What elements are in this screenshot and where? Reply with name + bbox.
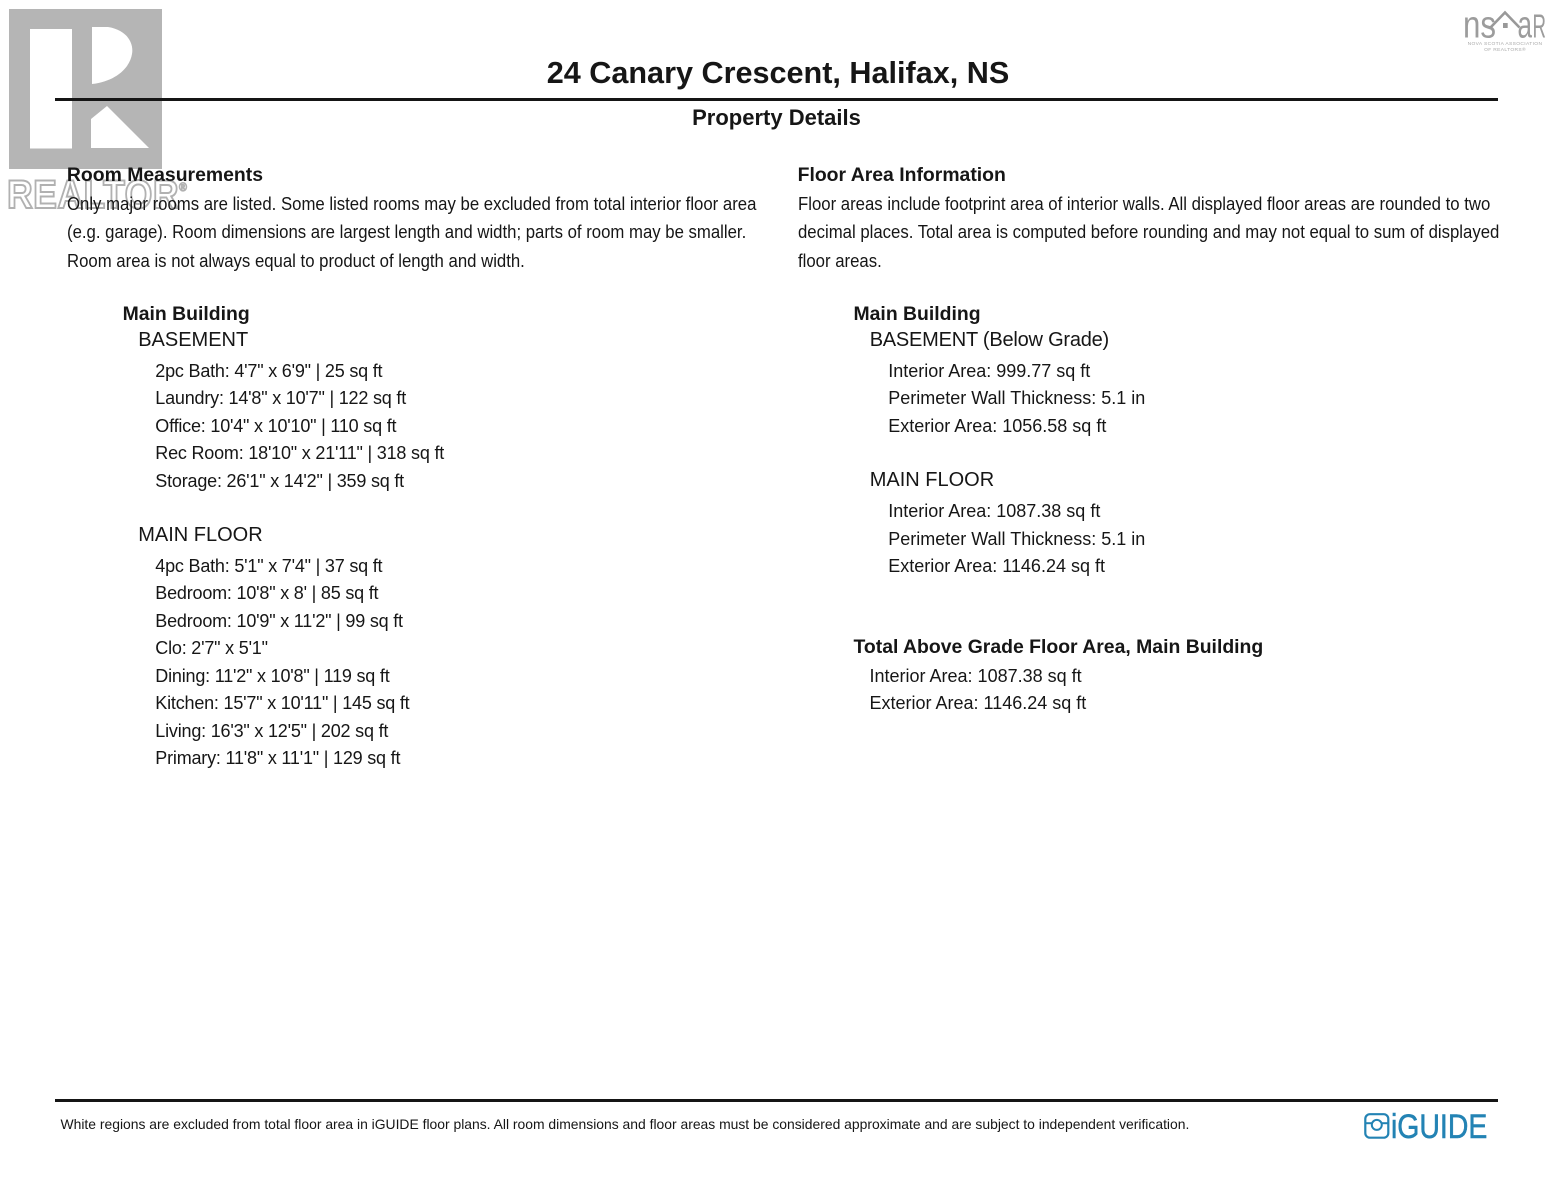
svg-text:R: R: [1533, 8, 1547, 45]
svg-text:NOVA SCOTIA ASSOCIATION: NOVA SCOTIA ASSOCIATION: [1468, 41, 1543, 47]
svg-text:a: a: [1518, 8, 1533, 47]
svg-text:OF REALTORS®: OF REALTORS®: [1484, 46, 1526, 53]
